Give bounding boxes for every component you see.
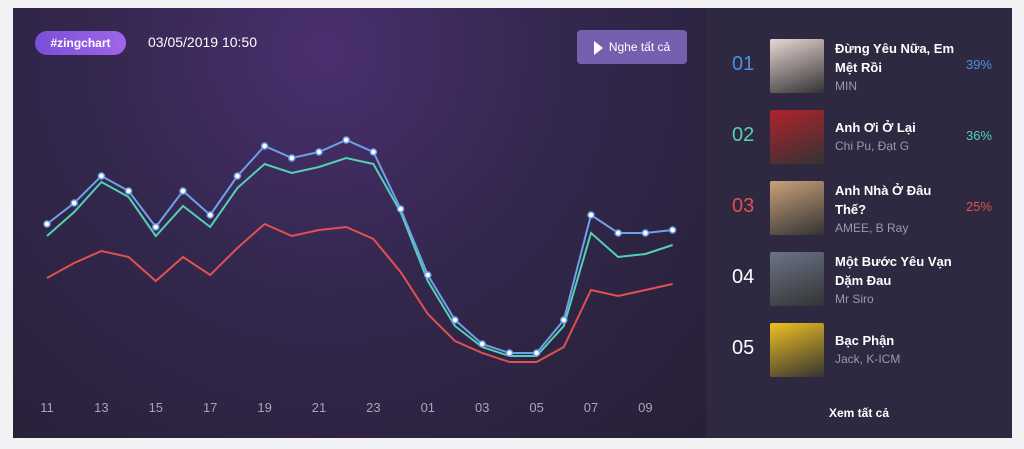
point <box>179 187 187 195</box>
song-row[interactable]: 04 Một Bước Yêu Vạn Dặm Đau Mr Siro <box>706 252 1012 306</box>
song-title[interactable]: Một Bước Yêu Vạn Dặm Đau <box>835 254 952 288</box>
point <box>43 220 51 228</box>
point <box>315 148 323 156</box>
x-tick-label: 13 <box>94 400 108 415</box>
artist[interactable]: MIN <box>835 79 857 93</box>
point <box>342 136 350 144</box>
x-tick-label: 01 <box>421 400 435 415</box>
x-tick-label: 05 <box>529 400 543 415</box>
song-info: Đừng Yêu Nữa, Em Mệt Rồi MIN <box>835 39 959 93</box>
point <box>206 211 214 219</box>
artist[interactable]: Chi Pu, Đạt G <box>835 139 910 153</box>
artist[interactable]: Jack, K-ICM <box>835 352 901 366</box>
x-tick-label: 21 <box>312 400 326 415</box>
series-line <box>46 156 673 357</box>
point <box>424 271 432 279</box>
song-title[interactable]: Anh Ơi Ở Lại <box>835 120 916 135</box>
x-tick-label: 23 <box>366 400 380 415</box>
point <box>369 148 378 156</box>
play-icon <box>593 40 603 55</box>
x-tick-label: 15 <box>149 400 163 415</box>
point <box>451 316 459 324</box>
point <box>560 316 568 324</box>
chart: 11 13 15 17 19 21 23 01 03 05 07 09 <box>40 136 677 415</box>
song-info: Một Bước Yêu Vạn Dặm Đau Mr Siro <box>835 252 959 306</box>
point <box>233 172 242 180</box>
x-tick-label: 09 <box>638 400 652 415</box>
artist[interactable]: Mr Siro <box>835 292 874 306</box>
song-row[interactable]: 05 Bạc Phận Jack, K-ICM <box>706 323 1012 377</box>
song-row[interactable]: 02 Anh Ơi Ở Lại Chi Pu, Đạt G 36% <box>706 110 1012 164</box>
thumbnail[interactable] <box>770 252 824 306</box>
point <box>614 229 622 237</box>
see-all[interactable]: Xem tất cả <box>828 406 890 420</box>
song-title[interactable]: Bạc Phận <box>835 333 895 348</box>
point <box>124 187 133 195</box>
ranking-panel: Xem tất cả 01 Đừng Yêu Nữa, Em Mệt Rồi MI… <box>706 8 1012 438</box>
thumbnail[interactable] <box>770 323 824 377</box>
chart-panel <box>13 8 706 438</box>
x-tick-label: 19 <box>257 400 271 415</box>
x-tick-label: 17 <box>203 400 217 415</box>
rank: 04 <box>732 266 755 288</box>
x-tick-label: 03 <box>475 400 489 415</box>
point <box>396 205 405 213</box>
artist[interactable]: AMEE, B Ray <box>835 221 909 235</box>
tag[interactable]: #zingchart <box>35 31 126 55</box>
song-info: Anh Nhà Ở Đâu Thế? AMEE, B Ray <box>835 181 959 235</box>
song-title[interactable]: Anh Nhà Ở Đâu Thế? <box>835 183 932 217</box>
percent: 36% <box>965 128 992 143</box>
percent: 39% <box>965 57 992 72</box>
rank: 03 <box>732 195 755 217</box>
song-info: Anh Ơi Ở Lại Chi Pu, Đạt G <box>835 118 959 153</box>
song-row[interactable]: 03 Anh Nhà Ở Đâu Thế? AMEE, B Ray 25% <box>706 181 1012 235</box>
point <box>532 349 541 357</box>
percent: 25% <box>965 199 992 214</box>
point <box>260 142 269 150</box>
point <box>668 226 677 234</box>
series-line <box>46 222 673 363</box>
rank: 01 <box>732 53 755 75</box>
thumbnail[interactable] <box>770 110 824 164</box>
timestamp: 03/05/2019 10:50 <box>148 34 257 50</box>
thumbnail[interactable] <box>770 181 824 235</box>
point <box>478 340 486 348</box>
point <box>152 223 160 231</box>
series-line <box>46 138 673 354</box>
point <box>505 349 514 357</box>
x-tick-label: 11 <box>40 400 54 415</box>
x-tick-label: 07 <box>584 400 598 415</box>
song-info: Bạc Phận Jack, K-ICM <box>835 331 959 366</box>
rank: 05 <box>732 337 755 359</box>
point <box>70 199 78 207</box>
button-label: Nghe tất cả <box>608 40 671 54</box>
point <box>641 229 650 237</box>
thumbnail[interactable] <box>770 39 824 93</box>
rank: 02 <box>732 124 755 146</box>
song-row[interactable]: 01 Đừng Yêu Nữa, Em Mệt Rồi MIN 39% <box>706 39 1012 93</box>
point <box>587 211 595 219</box>
play-all-button[interactable]: Nghe tất cả <box>577 30 687 64</box>
point <box>288 154 296 162</box>
point <box>97 172 106 180</box>
song-title[interactable]: Đừng Yêu Nữa, Em Mệt Rồi <box>835 41 954 75</box>
